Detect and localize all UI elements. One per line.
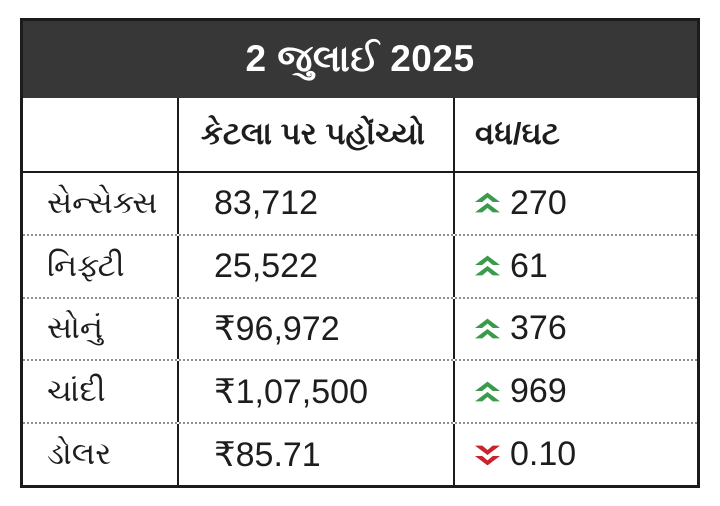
up-arrow-icon bbox=[475, 318, 500, 340]
date-title: 2 જુલાઈ 2025 bbox=[245, 38, 475, 79]
market-summary-table: 2 જુલાઈ 2025 કેટલા પર પહોંચ્યો વધ/ઘટ સેન… bbox=[20, 18, 700, 488]
row-value: ₹85.71 bbox=[179, 424, 455, 485]
table-body: કેટલા પર પહોંચ્યો વધ/ઘટ સેન્સેક્સ 83,712… bbox=[23, 98, 697, 485]
change-value: 61 bbox=[510, 246, 548, 285]
row-label: ડોલર bbox=[23, 424, 179, 485]
header-cell-change: વધ/ઘટ bbox=[475, 116, 560, 151]
row-change-cell: 969 bbox=[455, 361, 697, 422]
header-cell-empty bbox=[23, 98, 179, 171]
row-change-cell: 0.10 bbox=[455, 424, 697, 485]
table-row-silver: ચાંદી ₹1,07,500 969 bbox=[23, 359, 697, 423]
change-value: 0.10 bbox=[510, 435, 577, 474]
row-value: 25,522 bbox=[179, 235, 455, 297]
row-value: ₹1,07,500 bbox=[179, 361, 455, 423]
row-value: ₹96,972 bbox=[179, 298, 455, 360]
table-row-gold: સોનું ₹96,972 376 bbox=[23, 296, 697, 360]
table-row-dollar: ડોલર ₹85.71 0.10 bbox=[23, 422, 697, 485]
row-label: નિફ્ટી bbox=[23, 235, 179, 297]
down-arrow-icon bbox=[475, 444, 500, 466]
row-change-cell: 270 bbox=[455, 173, 697, 234]
up-arrow-icon bbox=[475, 255, 500, 277]
row-value: 83,712 bbox=[179, 173, 455, 234]
row-label: સેન્સેક્સ bbox=[23, 173, 179, 234]
row-label: ચાંદી bbox=[23, 361, 179, 423]
header-cell-value: કેટલા પર પહોંચ્યો bbox=[179, 98, 455, 171]
row-change-cell: 376 bbox=[455, 299, 697, 360]
row-label: સોનું bbox=[23, 298, 179, 360]
table-row-sensex: સેન્સેક્સ 83,712 270 bbox=[23, 173, 697, 234]
up-arrow-icon bbox=[475, 192, 500, 214]
change-value: 376 bbox=[510, 309, 567, 348]
up-arrow-icon bbox=[475, 381, 500, 403]
table-title-bar: 2 જુલાઈ 2025 bbox=[23, 21, 697, 98]
change-value: 270 bbox=[510, 183, 567, 222]
header-row: કેટલા પર પહોંચ્યો વધ/ઘટ bbox=[23, 98, 697, 173]
change-value: 969 bbox=[510, 372, 567, 411]
table-row-nifty: નિફ્ટી 25,522 61 bbox=[23, 233, 697, 297]
row-change-cell: 61 bbox=[455, 236, 697, 297]
